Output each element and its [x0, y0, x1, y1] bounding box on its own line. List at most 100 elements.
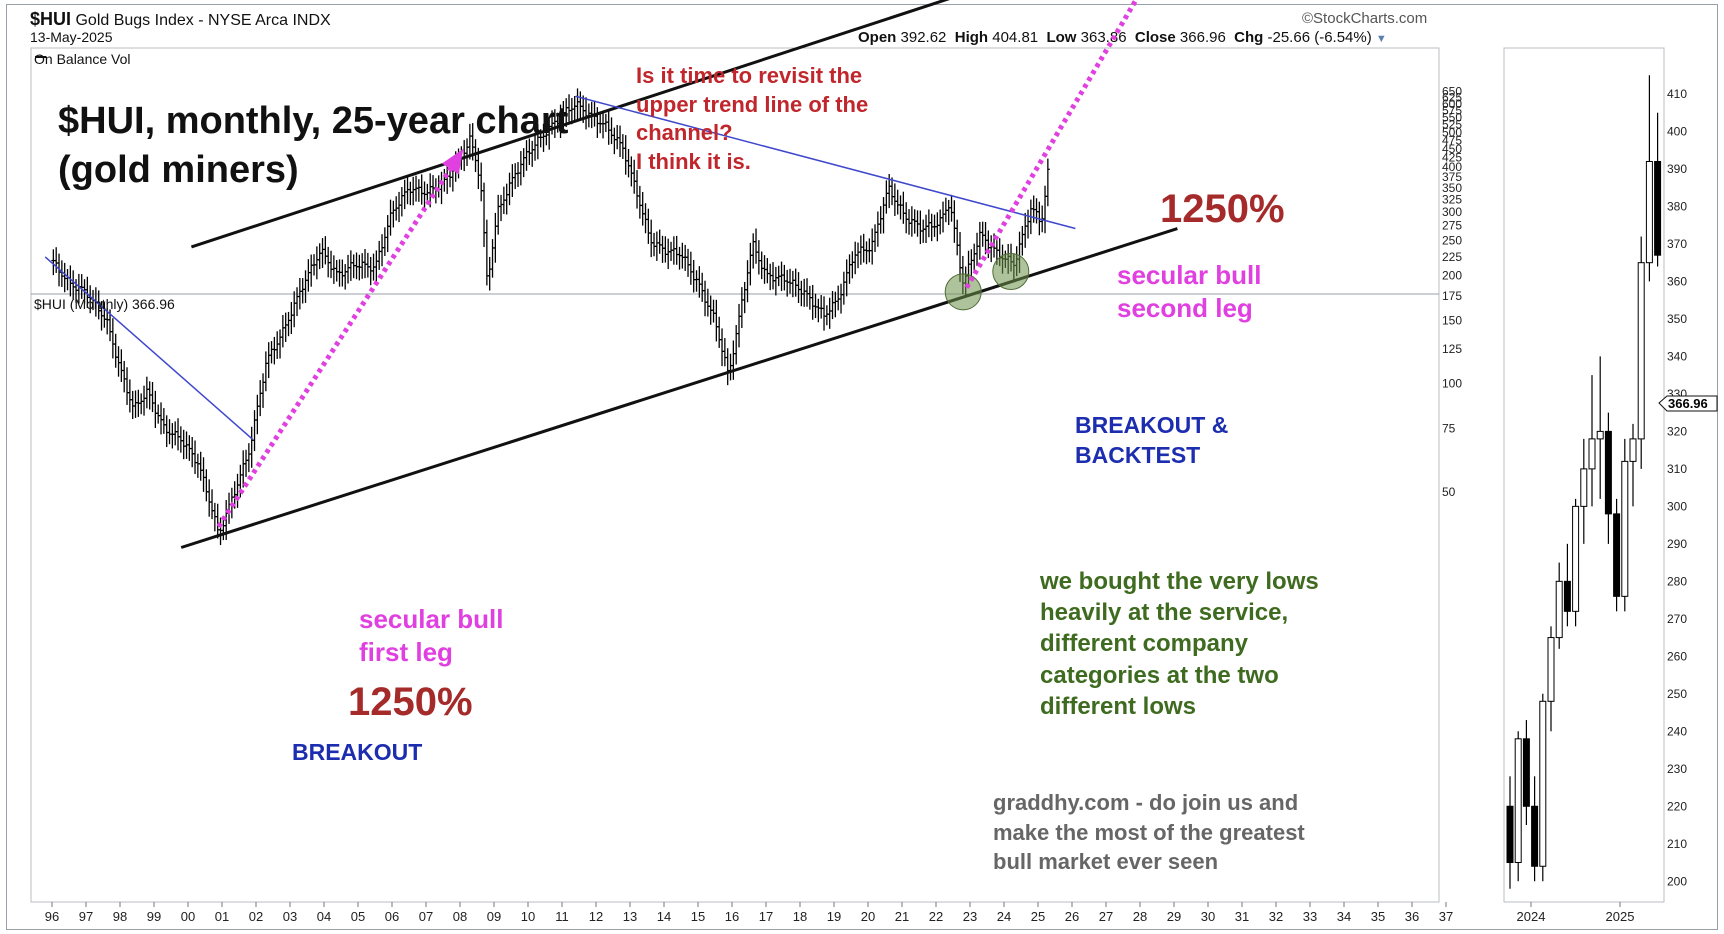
candle-body [1637, 262, 1645, 440]
xtick-label: 22 [929, 909, 943, 924]
zoom-ytick-label: 260 [1667, 649, 1687, 663]
xtick-label: 23 [963, 909, 977, 924]
candle-body [1621, 460, 1629, 597]
ytick-label: 650 [1442, 84, 1462, 98]
xtick-label: 18 [793, 909, 807, 924]
ytick-label: 225 [1442, 250, 1462, 264]
ytick-label: 450 [1442, 142, 1462, 156]
xtick-label: 26 [1065, 909, 1079, 924]
close-value: 366.96 [1179, 29, 1226, 46]
breakout-backtest-label: BREAKOUT & BACKTEST [1075, 412, 1229, 468]
zoom-year-axis: 2024 2025 [1517, 902, 1635, 924]
breakout-label: BREAKOUT [292, 739, 423, 765]
xtick-label: 96 [45, 909, 59, 924]
zoom-ytick-label: 370 [1667, 237, 1687, 251]
zoom-ytick-label: 360 [1667, 274, 1687, 288]
xtick-label: 07 [419, 909, 433, 924]
xtick-label: 06 [385, 909, 399, 924]
candle-body [1563, 580, 1571, 612]
candle-body [1547, 637, 1555, 702]
xtick-label: 00 [181, 909, 195, 924]
zoom-ytick-label: 410 [1667, 87, 1687, 101]
xtick-label: 01 [215, 909, 229, 924]
candle-body [1539, 700, 1547, 867]
ytick-label: 150 [1442, 313, 1462, 327]
xtick-label: 98 [113, 909, 127, 924]
xtick-label: 05 [351, 909, 365, 924]
low-value: 363.86 [1080, 29, 1127, 46]
high-label: High [954, 29, 989, 46]
zoom-ytick-label: 310 [1667, 462, 1687, 476]
xtick-label: 33 [1303, 909, 1317, 924]
xtick-label: 04 [317, 909, 331, 924]
dropdown-icon[interactable]: ▼ [1375, 33, 1387, 45]
xtick-label: 02 [249, 909, 263, 924]
candle-body [1613, 513, 1621, 597]
question-annotation: Is it time to revisit the upper trend li… [636, 63, 869, 174]
promo-annotation: graddhy.com - do join us and make the mo… [993, 790, 1305, 875]
obv-label: On Balance Vol [34, 51, 131, 67]
pct-first-leg: 1250% [348, 680, 473, 724]
zoom-xtick-label: 2025 [1606, 909, 1635, 924]
low-circle [944, 273, 982, 311]
projection-arrowhead [441, 148, 464, 175]
xtick-label: 12 [589, 909, 603, 924]
ytick-label: 375 [1442, 170, 1462, 184]
candle-body [1588, 438, 1596, 470]
zoom-ytick-label: 220 [1667, 799, 1687, 813]
ytick-label: 100 [1442, 377, 1462, 391]
ytick-label: 125 [1442, 342, 1462, 356]
xtick-label: 35 [1371, 909, 1385, 924]
xtick-label: 09 [487, 909, 501, 924]
zoom-ytick-label: 300 [1667, 499, 1687, 513]
chg-value: -25.66 (-6.54%) [1267, 29, 1372, 46]
zoom-ytick-label: 380 [1667, 199, 1687, 213]
ytick-label: 275 [1442, 219, 1462, 233]
xtick-label: 10 [521, 909, 535, 924]
second-leg-label: secular bull second leg [1117, 260, 1262, 323]
price-panel [30, 293, 1440, 903]
last-price-tag: 366.96 [1658, 395, 1718, 412]
zoom-ytick-label: 210 [1667, 837, 1687, 851]
xtick-label: 17 [759, 909, 773, 924]
symbol: $HUI [30, 9, 72, 29]
ytick-label: 425 [1442, 151, 1462, 165]
ytick-label: 550 [1442, 110, 1462, 124]
candle-body [1604, 430, 1612, 515]
candle-body [1522, 738, 1530, 807]
projection-arrows [216, 0, 1139, 529]
last-price-label: 366.96 [1668, 396, 1708, 411]
xtick-label: 13 [623, 909, 637, 924]
low-label: Low [1046, 29, 1077, 46]
open-value: 392.62 [900, 29, 947, 46]
ytick-label: 525 [1442, 118, 1462, 132]
candle-body [1506, 805, 1514, 864]
projection-arrow [964, 0, 1139, 289]
ytick-label: 50 [1442, 485, 1456, 499]
candle-body [1514, 738, 1522, 864]
zoom-ytick-label: 270 [1667, 612, 1687, 626]
xtick-label: 14 [657, 909, 671, 924]
candle-body [1555, 580, 1563, 639]
zoom-ytick-label: 290 [1667, 537, 1687, 551]
chg-label: Chg [1234, 29, 1264, 46]
ytick-label: 575 [1442, 103, 1462, 117]
pct-second-leg: 1250% [1160, 187, 1285, 231]
ytick-label: 300 [1442, 205, 1462, 219]
ytick-label: 75 [1442, 422, 1456, 436]
zoom-ytick-label: 350 [1667, 312, 1687, 326]
candle-body [1596, 430, 1604, 440]
zoom-ytick-label: 240 [1667, 724, 1687, 738]
ytick-label: 500 [1442, 125, 1462, 139]
candle-body [1645, 160, 1653, 264]
xtick-label: 97 [79, 909, 93, 924]
xtick-label: 19 [827, 909, 841, 924]
ytick-label: 400 [1442, 160, 1462, 174]
high-value: 404.81 [992, 29, 1039, 46]
ytick-label: 250 [1442, 234, 1462, 248]
low-circle [992, 253, 1030, 291]
zoom-xtick-label: 2024 [1517, 909, 1546, 924]
ytick-label: 350 [1442, 181, 1462, 195]
xtick-label: 27 [1099, 909, 1113, 924]
